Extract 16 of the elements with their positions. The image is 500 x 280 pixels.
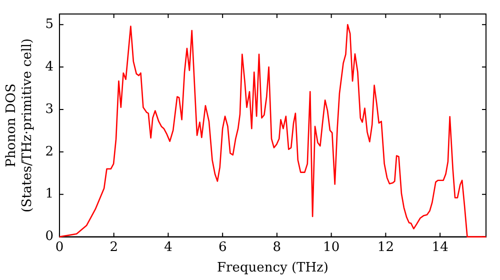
x-tick-label: 0	[55, 240, 64, 255]
x-tick-label: 12	[377, 240, 394, 255]
y-tick-label: 3	[45, 102, 54, 117]
x-tick-label: 4	[164, 240, 172, 255]
x-tick-label: 10	[323, 240, 340, 255]
y-tick-label: 2	[45, 144, 54, 160]
y-tick-label: 0	[45, 229, 54, 244]
x-tick-label: 6	[218, 240, 227, 255]
x-tick-label: 2	[110, 240, 118, 255]
y-axis-title: Phonon DOS (States/THz·primitive cell)	[4, 38, 35, 212]
x-tick-label: 14	[432, 240, 448, 255]
y-tick-label: 1	[45, 186, 54, 202]
y-tick-label: 4	[45, 59, 54, 74]
x-tick-label: 8	[272, 240, 282, 255]
y-tick-label: 5	[45, 16, 54, 32]
x-axis-title: Frequency (THz)	[217, 260, 328, 276]
